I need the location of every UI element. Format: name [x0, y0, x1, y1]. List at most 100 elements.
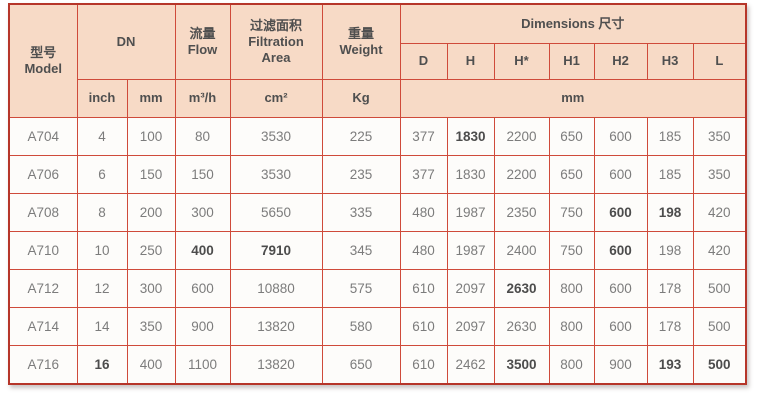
cell-dim-h3: 178: [646, 307, 694, 346]
cell-weight: 225: [321, 117, 401, 156]
cell-dim-h1: 800: [548, 307, 595, 346]
table-row: A716 16 400 1100 13820 650 610 2462 3500…: [8, 345, 747, 385]
cell-dim-h1: 750: [548, 193, 595, 232]
cell-dim-l: 350: [692, 155, 747, 194]
cell-filtration-area: 3530: [229, 155, 323, 194]
unit-dims: mm: [399, 79, 747, 118]
cell-filtration-area: 5650: [229, 193, 323, 232]
cell-dim-h: 1987: [446, 231, 495, 270]
cell-dim-l: 350: [692, 117, 747, 156]
cell-model: A704: [8, 117, 78, 156]
cell-dim-h: 1830: [446, 117, 495, 156]
cell-dn-mm: 250: [126, 231, 176, 270]
cell-dim-h1: 800: [548, 345, 595, 385]
cell-dn-mm: 150: [126, 155, 176, 194]
cell-filtration-area: 13820: [229, 307, 323, 346]
header-dim-d: D: [399, 43, 448, 80]
table-row: A714 14 350 900 13820 580 610 2097 2630 …: [8, 307, 747, 346]
cell-flow: 80: [174, 117, 231, 156]
header-dim-l: L: [692, 43, 747, 80]
cell-dn-inch: 14: [76, 307, 128, 346]
cell-dim-h: 1987: [446, 193, 495, 232]
unit-inch: inch: [76, 79, 128, 118]
cell-model: A710: [8, 231, 78, 270]
cell-dim-h3: 185: [646, 155, 694, 194]
cell-dim-h1: 800: [548, 269, 595, 308]
cell-flow: 600: [174, 269, 231, 308]
cell-dim-h2: 600: [593, 307, 648, 346]
cell-weight: 345: [321, 231, 401, 270]
header-weight: 重量 Weight: [321, 3, 401, 80]
header-dim-h1: H1: [548, 43, 595, 80]
header-dimensions: Dimensions 尺寸: [399, 3, 747, 44]
unit-mm: mm: [126, 79, 176, 118]
cell-dim-h1: 750: [548, 231, 595, 270]
cell-weight: 575: [321, 269, 401, 308]
cell-model: A716: [8, 345, 78, 385]
cell-dim-h2: 600: [593, 269, 648, 308]
cell-flow: 400: [174, 231, 231, 270]
cell-dim-l: 500: [692, 345, 747, 385]
cell-dim-d: 610: [399, 269, 448, 308]
cell-dim-h2: 600: [593, 155, 648, 194]
cell-dn-inch: 10: [76, 231, 128, 270]
cell-dim-h: 1830: [446, 155, 495, 194]
cell-flow: 900: [174, 307, 231, 346]
header-filtration-en-1: Filtration: [248, 33, 304, 49]
header-flow: 流量 Flow: [174, 3, 231, 80]
cell-dn-inch: 8: [76, 193, 128, 232]
table-row: A708 8 200 300 5650 335 480 1987 2350 75…: [8, 193, 747, 232]
header-weight-en: Weight: [339, 42, 383, 57]
cell-weight: 235: [321, 155, 401, 194]
cell-dn-inch: 12: [76, 269, 128, 308]
cell-flow: 150: [174, 155, 231, 194]
cell-dim-hstar: 2400: [493, 231, 550, 270]
cell-dim-hstar: 2630: [493, 307, 550, 346]
header-model-zh: 型号: [30, 44, 57, 60]
unit-flow: m³/h: [174, 79, 231, 118]
cell-filtration-area: 13820: [229, 345, 323, 385]
cell-dn-mm: 350: [126, 307, 176, 346]
unit-weight: Kg: [321, 79, 401, 118]
header-filtration-en-2: Area: [261, 50, 291, 66]
cell-dim-hstar: 3500: [493, 345, 550, 385]
cell-dim-d: 377: [399, 155, 448, 194]
header-weight-zh: 重量: [347, 25, 374, 41]
table-row: A712 12 300 600 10880 575 610 2097 2630 …: [8, 269, 747, 308]
header-filtration-area: 过滤面积 Filtration Area: [229, 3, 323, 80]
cell-dim-d: 377: [399, 117, 448, 156]
cell-dim-h1: 650: [548, 155, 595, 194]
cell-dim-h1: 650: [548, 117, 595, 156]
cell-dim-h: 2462: [446, 345, 495, 385]
header-flow-zh: 流量: [189, 25, 216, 41]
cell-dn-mm: 400: [126, 345, 176, 385]
header-dim-h: H: [446, 43, 495, 80]
cell-dim-d: 610: [399, 345, 448, 385]
table-row: A710 10 250 400 7910 345 480 1987 2400 7…: [8, 231, 747, 270]
header-dim-hstar: H*: [493, 43, 550, 80]
unit-area: cm²: [229, 79, 323, 118]
table-row: A704 4 100 80 3530 225 377 1830 2200 650…: [8, 117, 747, 156]
cell-filtration-area: 10880: [229, 269, 323, 308]
cell-model: A714: [8, 307, 78, 346]
cell-dn-inch: 6: [76, 155, 128, 194]
cell-model: A712: [8, 269, 78, 308]
header-filtration-zh: 过滤面积: [249, 17, 302, 33]
cell-model: A708: [8, 193, 78, 232]
cell-dim-h: 2097: [446, 307, 495, 346]
cell-filtration-area: 7910: [229, 231, 323, 270]
header-dim-h2: H2: [593, 43, 648, 80]
cell-dim-h: 2097: [446, 269, 495, 308]
table-row: A706 6 150 150 3530 235 377 1830 2200 65…: [8, 155, 747, 194]
cell-dim-h3: 198: [646, 193, 694, 232]
cell-dim-hstar: 2630: [493, 269, 550, 308]
cell-dim-d: 480: [399, 193, 448, 232]
cell-dim-hstar: 2200: [493, 155, 550, 194]
cell-dim-h3: 178: [646, 269, 694, 308]
header-flow-en: Flow: [187, 42, 218, 57]
cell-weight: 580: [321, 307, 401, 346]
cell-weight: 650: [321, 345, 401, 385]
cell-dim-h2: 600: [593, 193, 648, 232]
cell-dn-inch: 4: [76, 117, 128, 156]
